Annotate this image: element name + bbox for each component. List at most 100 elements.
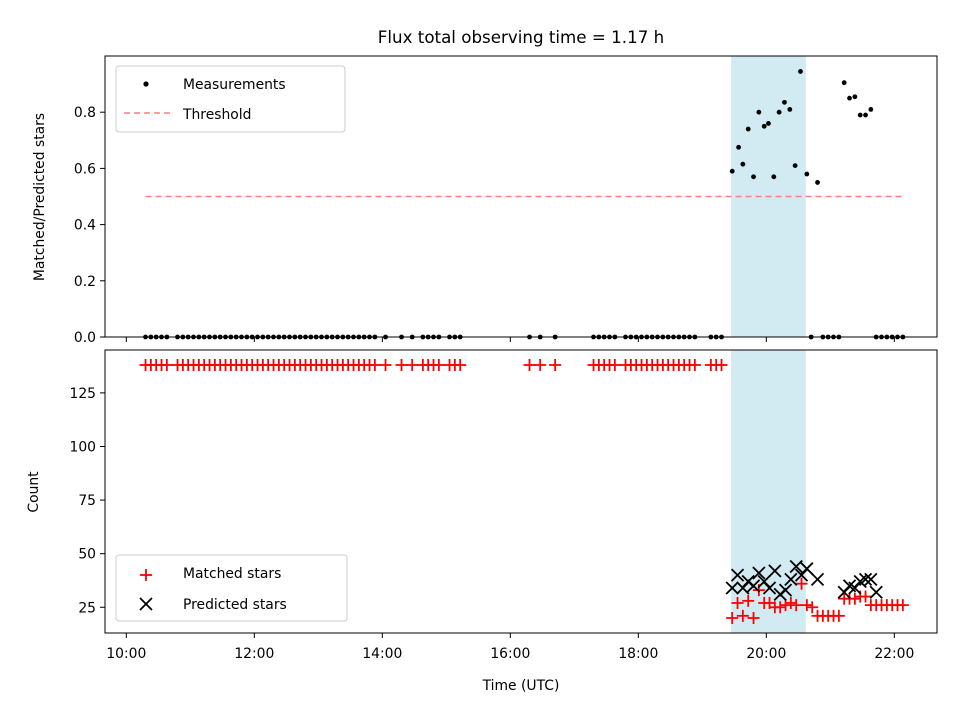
top-axes-frame — [104, 55, 938, 338]
matched-star-point — [742, 594, 755, 607]
matched-star-point — [896, 599, 909, 612]
predicted-star-point — [746, 579, 761, 593]
matched-star-point — [784, 596, 797, 609]
matched-star-point — [800, 599, 813, 612]
top-legend-box — [115, 65, 346, 133]
matched-star-point — [774, 601, 787, 614]
matched-star-point — [534, 359, 547, 372]
xtick-label: 12:00 — [234, 646, 274, 662]
legend-matched-label: Matched stars — [183, 566, 281, 582]
x-axis-label: Time (UTC) — [482, 678, 560, 694]
matched-star-point — [608, 359, 621, 372]
bottom-y-ticks: 25 50 75 100 125 — [69, 386, 105, 616]
top-ytick-label: 0.0 — [74, 330, 96, 346]
matched-star-point — [806, 601, 819, 614]
bottom-ytick-label: 100 — [69, 439, 96, 455]
top-panel: 0.0 0.2 0.4 0.6 0.8 Flux total observing tim… — [32, 27, 938, 346]
predicted-star-point — [800, 562, 814, 576]
measurement-point — [740, 161, 746, 167]
measurement-point — [782, 99, 787, 105]
predicted-star-point — [864, 572, 878, 587]
matched-star-point — [747, 611, 760, 624]
top-ytick-label: 0.4 — [74, 218, 96, 234]
chart-title: Flux total observing time = 1.17 h — [378, 27, 664, 47]
measurement-point — [766, 121, 771, 126]
matched-star-point — [731, 596, 744, 609]
predicted-star-point — [768, 564, 782, 578]
bottom-ytick-label: 25 — [78, 600, 96, 616]
bottom-axes-frame — [104, 349, 938, 634]
measurement-point — [761, 123, 767, 129]
top-legend: Measurements Threshold — [115, 65, 346, 133]
predicted-star-point — [778, 583, 793, 597]
top-ytick-label: 0.6 — [74, 161, 96, 177]
matched-star-point — [523, 359, 536, 372]
measurement-point — [771, 174, 777, 180]
matched-star-point — [406, 359, 419, 372]
matched-star-point — [779, 599, 792, 612]
predicted-stars-series — [725, 559, 883, 602]
legend-measurements-label: Measurements — [183, 77, 286, 93]
top-y-ticks: 0.0 0.2 0.4 0.6 0.8 — [74, 105, 105, 346]
xtick-label: 20:00 — [746, 646, 786, 662]
bottom-ytick-label: 50 — [78, 547, 96, 563]
bottom-y-axis-label: Count — [26, 471, 42, 513]
predicted-star-point — [725, 581, 739, 595]
predicted-star-point — [869, 585, 883, 599]
bottom-legend-box — [115, 554, 348, 622]
predicted-star-point — [784, 572, 798, 587]
matched-star-point — [454, 359, 467, 372]
matched-star-point — [368, 359, 381, 372]
predicted-star-point — [858, 572, 873, 587]
legend-measurements-marker — [143, 81, 149, 87]
measurement-point — [798, 69, 803, 74]
matched-star-point — [160, 359, 173, 372]
measurement-point — [751, 174, 756, 180]
xtick-label: 18:00 — [618, 646, 658, 662]
legend-predicted-marker — [139, 597, 153, 611]
legend-threshold-label: Threshold — [182, 107, 251, 123]
predicted-star-point — [810, 572, 825, 587]
legend-predicted-label: Predicted stars — [183, 597, 287, 613]
matched-stars-series — [139, 359, 909, 624]
measurement-point — [847, 95, 852, 101]
top-x-ticks — [125, 337, 895, 342]
measurement-point — [736, 144, 741, 150]
xtick-label: 14:00 — [362, 646, 402, 662]
measurement-point — [729, 168, 735, 174]
measurement-point — [857, 112, 863, 118]
matched-star-point — [790, 599, 803, 612]
matched-star-point — [549, 359, 562, 372]
matched-star-point — [688, 359, 701, 372]
top-y-axis-label: Matched/Predicted stars — [32, 113, 48, 281]
matched-star-point — [832, 609, 845, 622]
predicted-star-point — [762, 581, 777, 595]
top-ytick-label: 0.8 — [74, 105, 96, 121]
measurement-point — [776, 109, 782, 115]
bottom-legend: Matched stars Predicted stars — [115, 554, 348, 622]
predicted-star-point — [752, 566, 766, 580]
xtick-label: 10:00 — [106, 646, 146, 662]
matched-star-point — [859, 590, 872, 603]
matched-star-point — [848, 592, 861, 605]
predicted-star-point — [730, 568, 745, 582]
bottom-ytick-label: 125 — [69, 386, 96, 402]
measurement-point — [792, 163, 798, 168]
matched-star-point — [795, 577, 808, 590]
bottom-ytick-label: 75 — [78, 493, 96, 509]
matched-star-point — [432, 359, 445, 372]
measurement-point — [868, 106, 874, 112]
top-ytick-label: 0.2 — [74, 274, 96, 290]
measurement-point — [863, 112, 868, 118]
matched-star-point — [715, 359, 728, 372]
measurement-point — [804, 171, 810, 177]
xtick-label: 22:00 — [874, 646, 914, 662]
bottom-panel: 25 50 75 100 125 10:00 12:00 14:00 16:00 18:00 20… — [26, 349, 938, 694]
xtick-label: 16:00 — [490, 646, 530, 662]
matched-star-point — [379, 359, 392, 372]
measurement-point — [852, 94, 858, 100]
matched-star-point — [726, 611, 739, 624]
measurement-point — [745, 126, 751, 132]
bottom-highlight-span — [731, 350, 806, 633]
